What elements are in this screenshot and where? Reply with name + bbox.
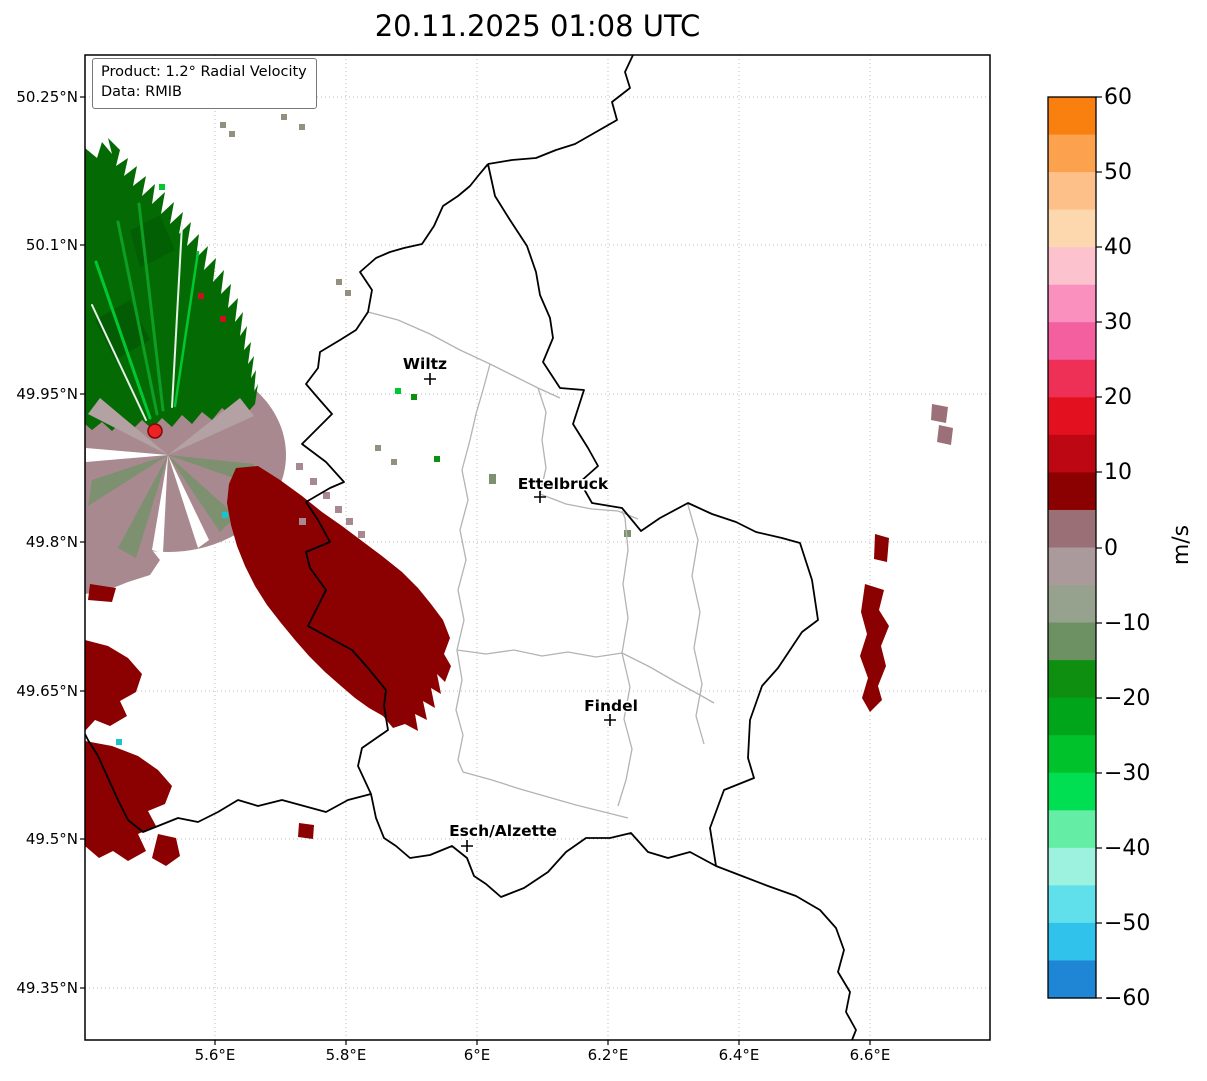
- lat-tick-label: 49.35°N: [16, 979, 78, 997]
- city-label-wiltz: Wiltz: [403, 355, 447, 373]
- clutter-dots-gray: [220, 114, 397, 465]
- colorbar-tick-label: 40: [1104, 235, 1132, 260]
- lat-tick-label: 49.65°N: [16, 682, 78, 700]
- colorbar-tick-label: −10: [1104, 611, 1151, 636]
- colorbar-tick-label: −60: [1104, 986, 1151, 1011]
- colorbar-tick-label: 0: [1104, 536, 1118, 561]
- axis-ticks: [80, 96, 871, 1045]
- radar-site-marker: [147, 423, 163, 439]
- radar-echo-streaks: [91, 202, 200, 421]
- product-info-box: Product: 1.2° Radial Velocity Data: RMIB: [92, 58, 317, 109]
- radar-echo-near-zero-wedges: [88, 455, 254, 558]
- colorbar-tick-label: 30: [1104, 310, 1132, 335]
- lon-tick-label: 5.6°E: [194, 1046, 236, 1064]
- colorbar-gradient: [1048, 97, 1096, 999]
- plot-frame: [84, 54, 991, 1041]
- clutter-dots-green: [159, 184, 401, 394]
- colorbar-unit-label: m/s: [1169, 524, 1194, 566]
- colorbar-tick-label: 50: [1104, 160, 1132, 185]
- colorbar-tick-label: −30: [1104, 761, 1151, 786]
- national-borders: [85, 55, 857, 1040]
- radar-echo-white-gaps: [86, 448, 209, 553]
- city-label-esch-alzette: Esch/Alzette: [449, 822, 557, 840]
- radar-echo-toward: [85, 138, 258, 431]
- city-markers: [424, 373, 616, 852]
- figure-title: 20.11.2025 01:08 UTC: [374, 9, 701, 43]
- lon-tick-label: 5.8°E: [325, 1046, 367, 1064]
- city-label-findel: Findel: [584, 697, 638, 715]
- product-label: Product: 1.2° Radial Velocity: [101, 64, 307, 80]
- lat-tick-label: 49.5°N: [25, 830, 78, 848]
- clutter-dots-gray-green: [489, 474, 631, 537]
- lat-tick-label: 49.8°N: [25, 533, 78, 551]
- clutter-dots-red: [198, 293, 226, 322]
- colorbar-tick-label: −50: [1104, 911, 1151, 936]
- radar-echo-away-gray-red: [931, 404, 953, 445]
- clutter-dots-mauve: [296, 463, 365, 538]
- lat-tick-label: 50.1°N: [25, 236, 78, 254]
- colorbar-tick-label: 60: [1104, 85, 1132, 110]
- city-label-ettelbruck: Ettelbruck: [518, 475, 609, 493]
- lat-tick-label: 49.95°N: [16, 385, 78, 403]
- radar-echo-mauve-light-wedges: [88, 398, 254, 455]
- city-labels: Wiltz Ettelbruck Findel Esch/Alzette: [401, 354, 639, 842]
- clutter-dots-teal: [116, 512, 228, 745]
- lon-tick-label: 6.2°E: [587, 1046, 629, 1064]
- colorbar-tick-label: −40: [1104, 836, 1151, 861]
- lon-tick-label: 6.6°E: [849, 1046, 891, 1064]
- colorbar-tick-label: 10: [1104, 460, 1132, 485]
- colorbar-tick-label: −20: [1104, 686, 1151, 711]
- grid-lines: [85, 55, 990, 1040]
- radar-echo-away: [85, 466, 889, 866]
- lat-tick-label: 50.25°N: [16, 88, 78, 106]
- colorbar-ticks: [1096, 96, 1102, 999]
- district-borders: [367, 311, 715, 819]
- lon-tick-label: 6.4°E: [718, 1046, 760, 1064]
- radar-echoes: [85, 114, 953, 866]
- clutter-dots-green-dark: [411, 394, 440, 462]
- data-source-label: Data: RMIB: [101, 84, 182, 101]
- lon-tick-label: 6°E: [463, 1046, 491, 1064]
- colorbar-tick-label: 20: [1104, 385, 1132, 410]
